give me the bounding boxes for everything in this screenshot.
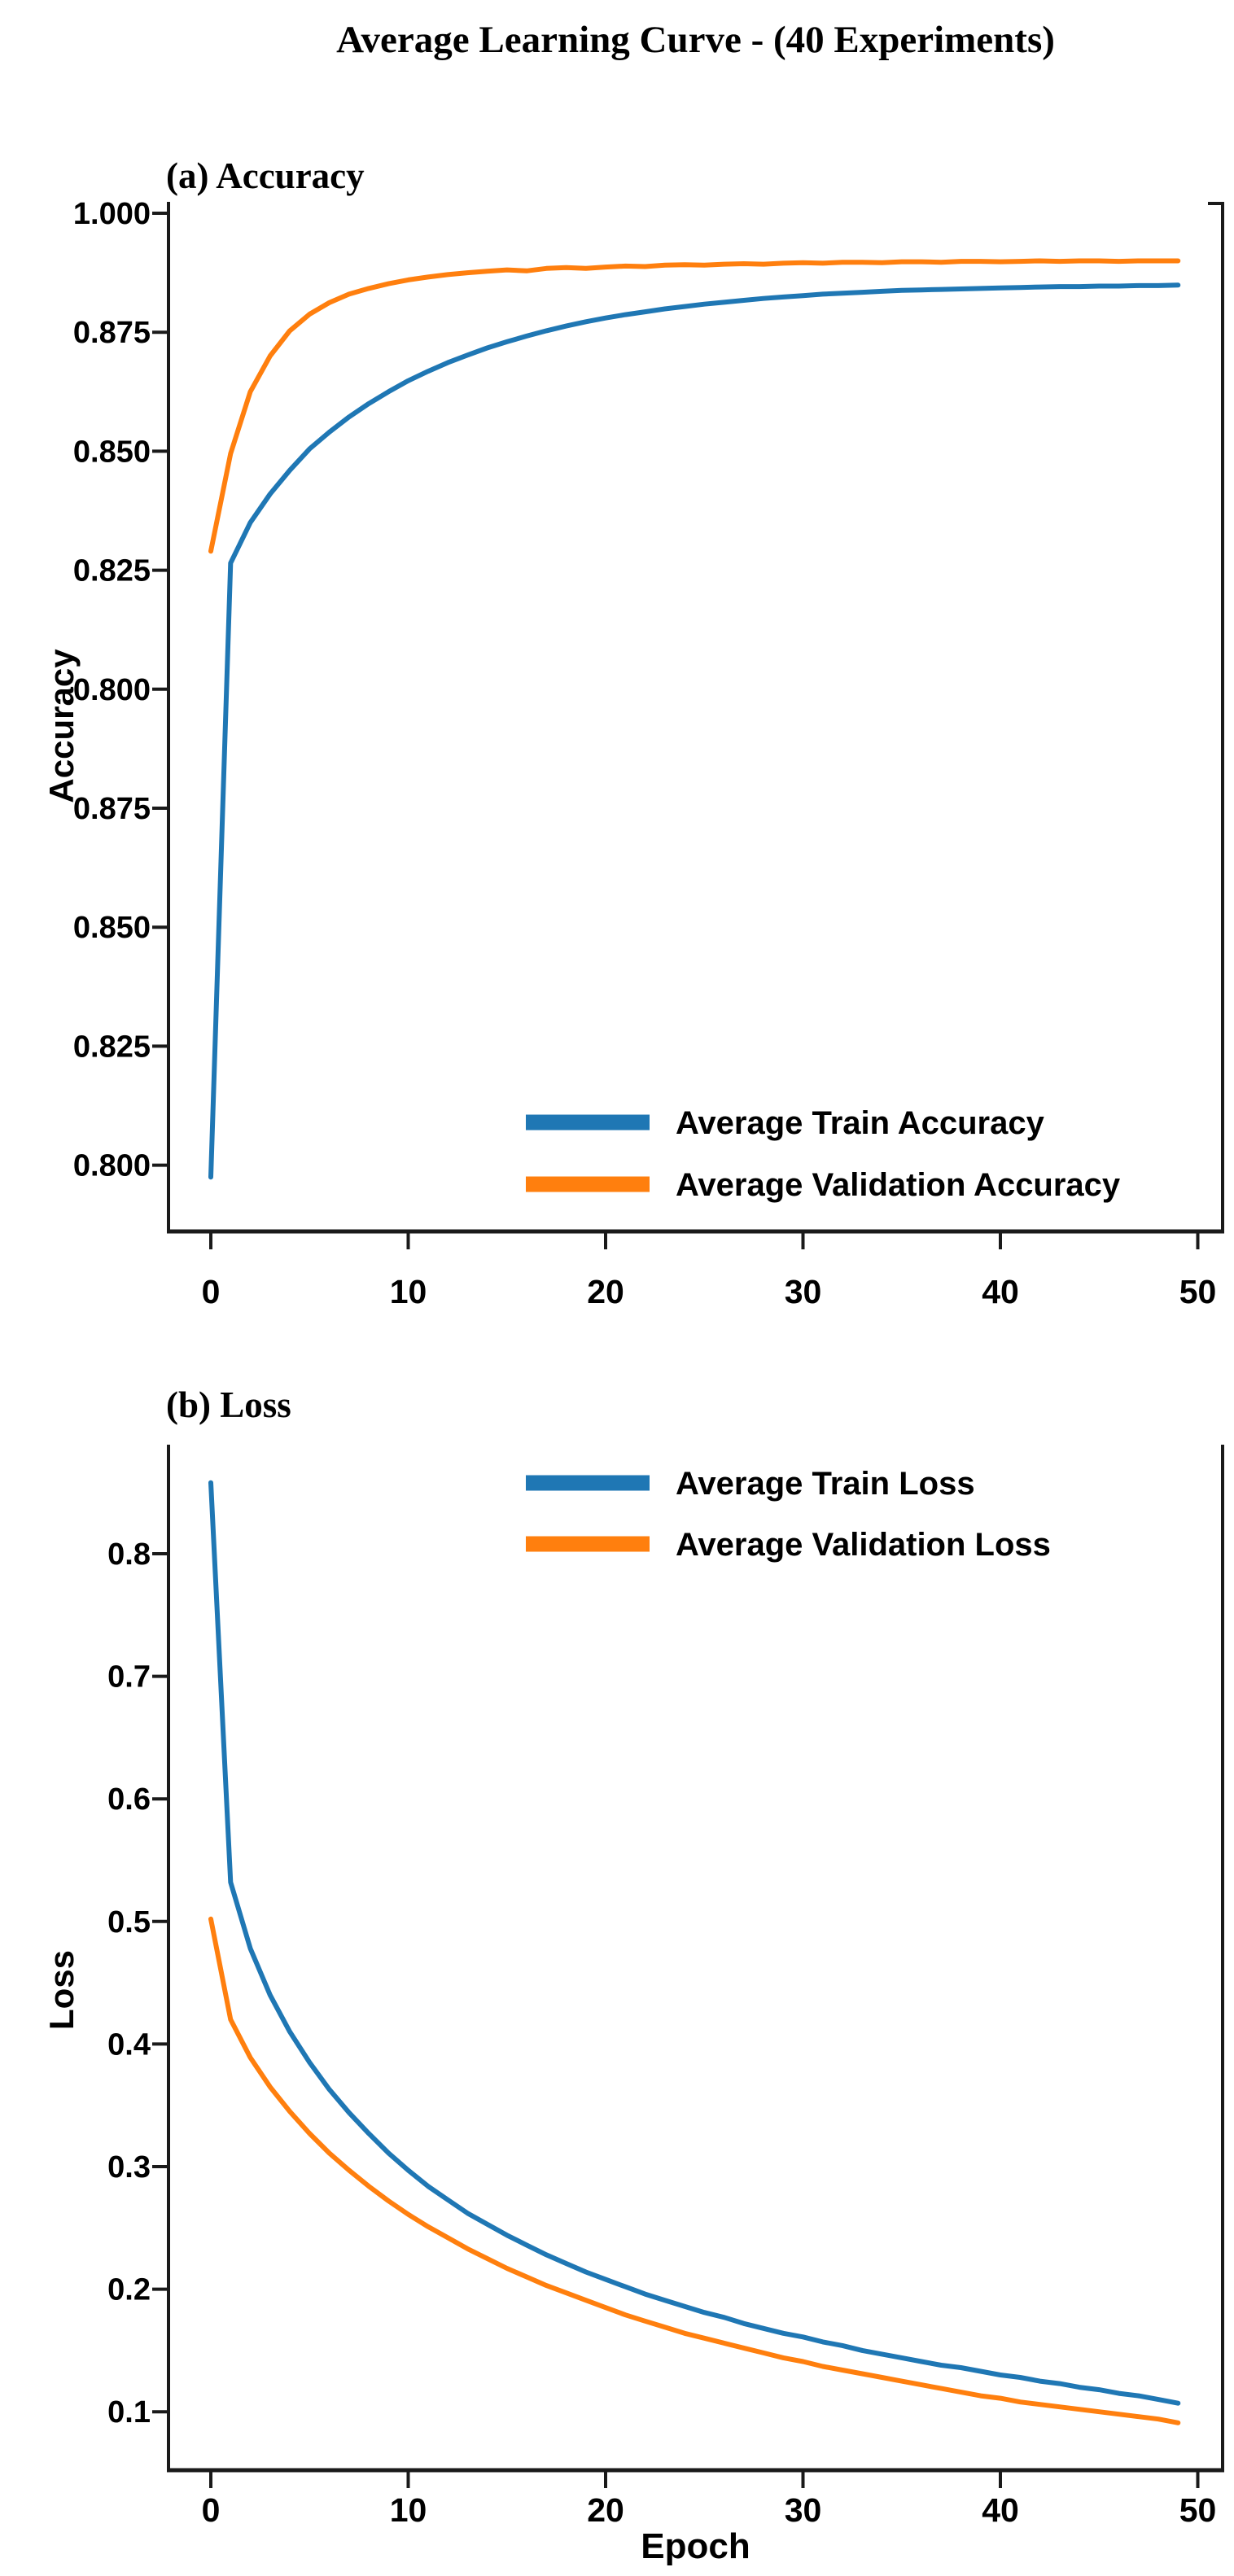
x-tick-label: 40	[982, 2491, 1019, 2529]
epoch-x-axis-label: Epoch	[641, 2526, 750, 2566]
y-tick-label: 0.2	[107, 2273, 151, 2307]
y-tick-label: 0.825	[73, 1030, 151, 1064]
series-line-average-validation-loss	[208, 1916, 1181, 2425]
x-tick-label: 50	[1179, 1273, 1217, 1310]
y-tick-label: 0.1	[107, 2395, 151, 2429]
subtitle-loss: (b) Loss	[166, 1384, 291, 1425]
y-tick-label: 0.3	[107, 2150, 151, 2185]
y-tick-label: 0.825	[73, 554, 151, 588]
accuracy-chart: 1.000 0.875 0.850 0.825 0.800 0.875 0.850 0.825…	[73, 197, 1224, 1310]
legend-label: Average Validation Loss	[676, 1527, 1051, 1563]
x-tick-label: 50	[1179, 2491, 1217, 2529]
series-line-average-train-accuracy	[208, 282, 1181, 1180]
y-tick-label: 0.4	[107, 2027, 151, 2062]
series-line-average-train-loss	[208, 1480, 1181, 2406]
legend-swatch-average-validation-accuracy	[526, 1176, 650, 1192]
x-tick-label: 20	[587, 2491, 624, 2529]
y-tick-label: 0.850	[73, 911, 151, 945]
x-tick-label: 30	[785, 2491, 822, 2529]
series-line-average-validation-accuracy	[208, 258, 1181, 554]
y-tick-label: 0.875	[73, 792, 151, 826]
y-tick-label: 0.7	[107, 1660, 151, 1695]
subtitle-accuracy: (a) Accuracy	[166, 155, 365, 196]
figure-title: Average Learning Curve - (40 Experiments…	[336, 19, 1055, 61]
x-tick-label: 10	[390, 1273, 427, 1310]
legend-label: Average Train Loss	[676, 1466, 975, 1502]
x-tick-label: 0	[202, 2491, 221, 2529]
legend-label: Average Validation Accuracy	[676, 1167, 1121, 1203]
x-tick-label: 20	[587, 1273, 624, 1310]
legend-swatch-average-train-accuracy	[526, 1114, 650, 1131]
x-tick-label: 30	[785, 1273, 822, 1310]
y-tick-label: 0.8	[107, 1537, 151, 1572]
x-tick-label: 40	[982, 1273, 1019, 1310]
y-tick-label: 0.6	[107, 1782, 151, 1817]
x-tick-label: 0	[202, 1273, 221, 1310]
legend-label: Average Train Accuracy	[676, 1105, 1045, 1141]
y-tick-label: 0.800	[73, 673, 151, 707]
y-tick-label: 1.000	[73, 197, 151, 231]
loss-chart: 0.8 0.7 0.6 0.5 0.4 0.3 0.2 0.1 0 10 20 30 40 50 Avera…	[107, 1445, 1224, 2529]
legend-swatch-average-train-loss	[526, 1475, 650, 1491]
legend-swatch-average-validation-loss	[526, 1536, 650, 1552]
y-tick-label: 0.5	[107, 1905, 151, 1940]
x-tick-label: 10	[390, 2491, 427, 2529]
y-tick-label: 0.875	[73, 316, 151, 350]
y-tick-label: 0.850	[73, 435, 151, 469]
y-tick-label: 0.800	[73, 1149, 151, 1183]
